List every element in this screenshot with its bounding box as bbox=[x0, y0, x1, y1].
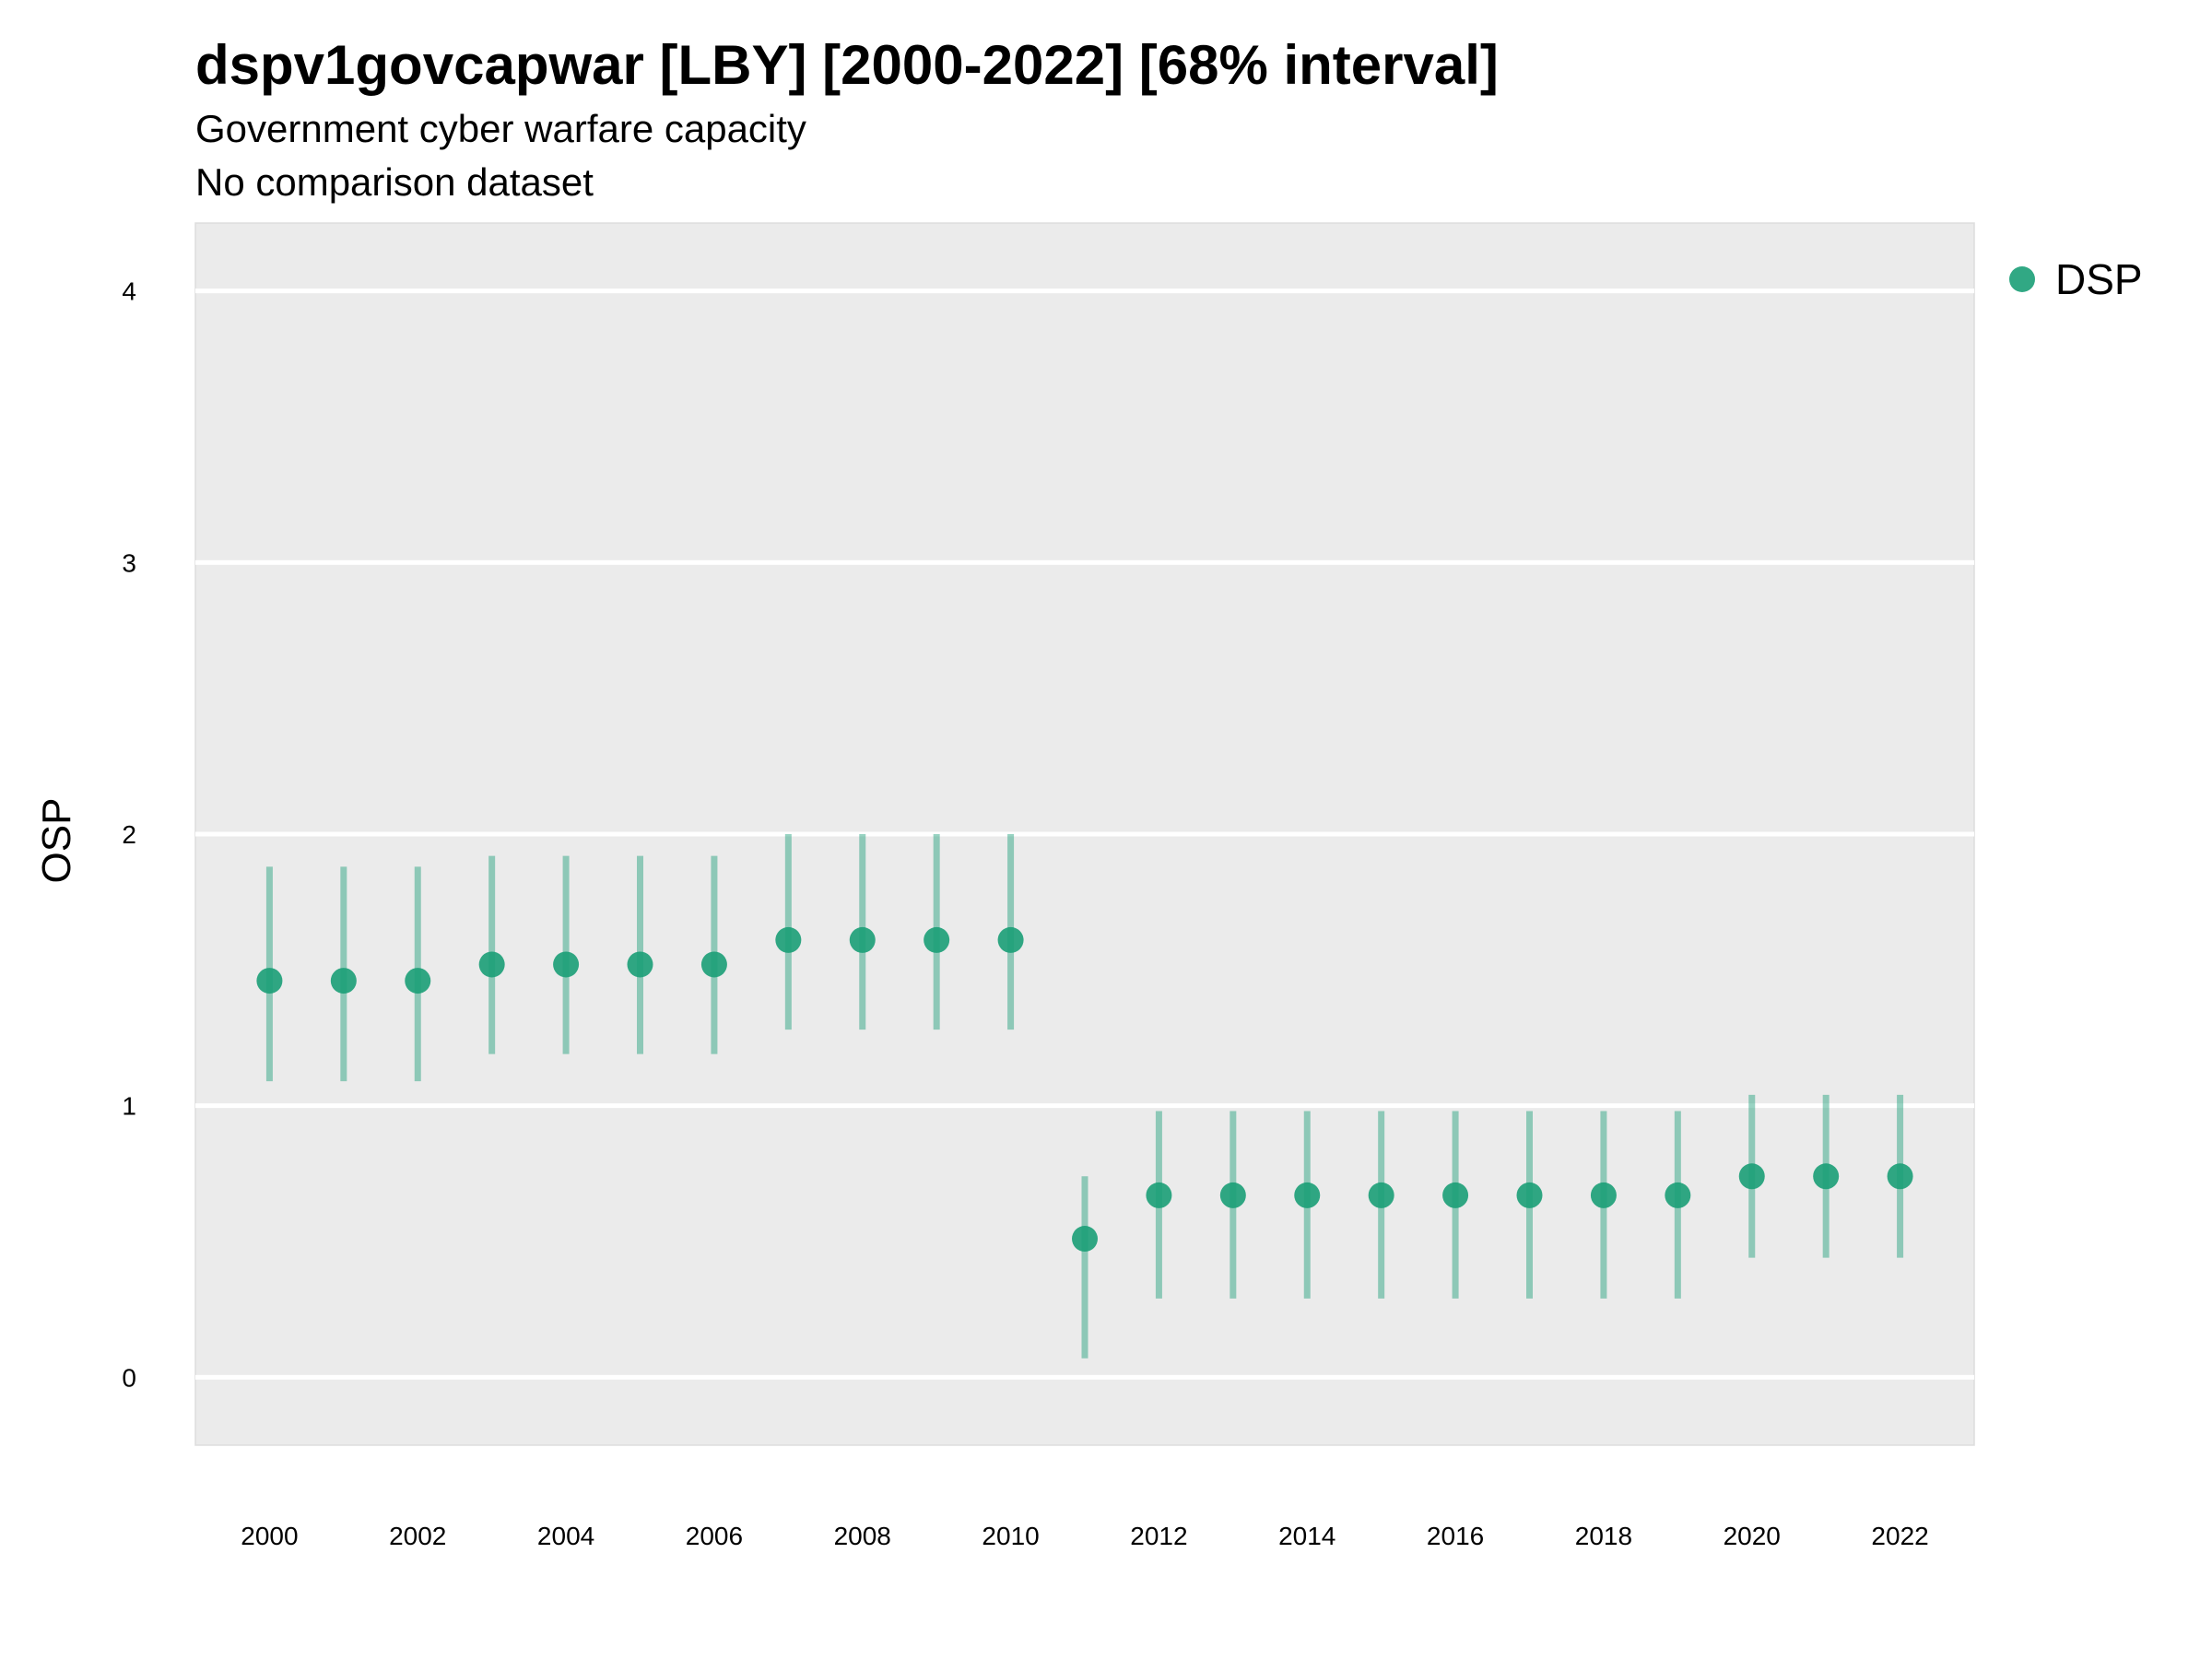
x-tick-label: 2006 bbox=[686, 1522, 743, 1550]
data-point bbox=[1294, 1182, 1321, 1208]
data-point bbox=[256, 968, 283, 994]
x-tick-label: 2004 bbox=[537, 1522, 594, 1550]
x-tick-label: 2022 bbox=[1871, 1522, 1928, 1550]
data-point bbox=[1368, 1182, 1394, 1208]
data-point bbox=[1146, 1182, 1172, 1208]
data-point bbox=[627, 951, 653, 978]
x-tick-label: 2008 bbox=[834, 1522, 891, 1550]
data-point bbox=[700, 951, 727, 978]
y-tick-label: 1 bbox=[122, 1092, 136, 1121]
data-point bbox=[330, 968, 357, 994]
data-points bbox=[256, 926, 1913, 1253]
legend: DSP bbox=[2009, 254, 2143, 304]
x-tick-label: 2020 bbox=[1724, 1522, 1781, 1550]
data-point bbox=[1813, 1163, 1840, 1190]
data-point bbox=[924, 926, 950, 953]
data-point bbox=[1072, 1226, 1098, 1253]
data-point bbox=[553, 951, 580, 978]
data-point bbox=[849, 926, 876, 953]
y-tick-label: 4 bbox=[122, 277, 136, 306]
data-point bbox=[478, 951, 505, 978]
y-tick-label: 0 bbox=[122, 1363, 136, 1392]
x-tick-label: 2014 bbox=[1278, 1522, 1335, 1550]
chart-title: dspv1govcapwar [LBY] [2000-2022] [68% in… bbox=[195, 34, 1499, 96]
data-point bbox=[1219, 1182, 1246, 1208]
legend-key-dsp bbox=[2009, 266, 2035, 292]
chart-subtitle: Government cyber warfare capacity bbox=[195, 107, 806, 150]
x-tick-label: 2002 bbox=[389, 1522, 446, 1550]
y-tick-label: 3 bbox=[122, 548, 136, 577]
data-point bbox=[997, 926, 1024, 953]
data-point bbox=[405, 968, 431, 994]
data-point bbox=[1590, 1182, 1617, 1208]
y-tick-labels: 0 1 2 3 4 bbox=[122, 277, 136, 1393]
x-tick-label: 2000 bbox=[241, 1522, 298, 1550]
y-tick-label: 2 bbox=[122, 820, 136, 849]
x-tick-label: 2010 bbox=[982, 1522, 1039, 1550]
data-point bbox=[1516, 1182, 1543, 1208]
data-point bbox=[1738, 1163, 1765, 1190]
data-point bbox=[1442, 1182, 1469, 1208]
data-point bbox=[1665, 1182, 1691, 1208]
x-tick-label: 2018 bbox=[1575, 1522, 1632, 1550]
data-point bbox=[775, 926, 802, 953]
x-tick-labels: 2000 2002 2004 2006 2008 2010 2012 2014 2016 2018… bbox=[241, 1522, 1928, 1550]
grid-lines bbox=[195, 288, 1974, 1380]
legend-label-dsp: DSP bbox=[2055, 255, 2143, 303]
x-tick-label: 2012 bbox=[1130, 1522, 1187, 1550]
data-point bbox=[1887, 1163, 1913, 1190]
chart-caption: No comparison dataset bbox=[195, 160, 594, 204]
x-tick-label: 2016 bbox=[1427, 1522, 1484, 1550]
